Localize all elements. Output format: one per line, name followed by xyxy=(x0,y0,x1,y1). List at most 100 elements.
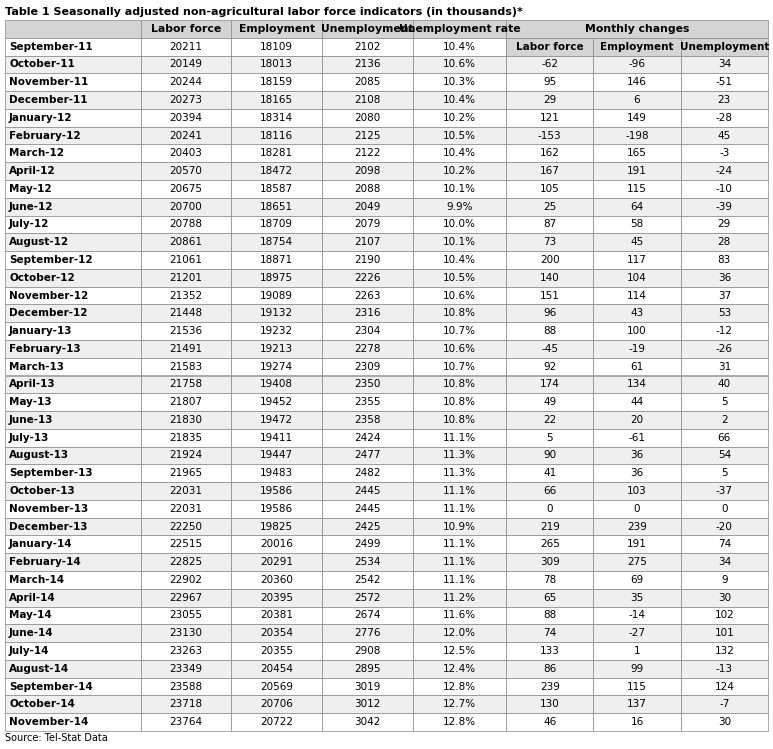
Bar xyxy=(413,20,506,37)
Text: 10.5%: 10.5% xyxy=(443,130,476,141)
Bar xyxy=(322,233,413,251)
Text: 2136: 2136 xyxy=(354,59,380,70)
Bar xyxy=(681,91,768,109)
Bar xyxy=(594,127,681,145)
Bar xyxy=(322,642,413,660)
Text: 2482: 2482 xyxy=(354,468,380,479)
Text: 309: 309 xyxy=(540,557,560,567)
Text: August-13: August-13 xyxy=(9,450,69,461)
Bar xyxy=(506,20,768,37)
Text: 10.1%: 10.1% xyxy=(443,184,476,194)
Bar xyxy=(413,127,506,145)
Text: Source: Tel-Stat Data: Source: Tel-Stat Data xyxy=(5,733,107,743)
Text: January-14: January-14 xyxy=(9,539,73,549)
Text: 10.1%: 10.1% xyxy=(443,237,476,247)
Text: February-14: February-14 xyxy=(9,557,80,567)
Text: 95: 95 xyxy=(543,77,557,87)
Text: 5: 5 xyxy=(721,468,727,479)
Bar xyxy=(681,163,768,180)
Bar xyxy=(506,446,594,464)
Text: 103: 103 xyxy=(627,486,647,496)
Text: 19586: 19586 xyxy=(261,486,293,496)
Text: 74: 74 xyxy=(717,539,731,549)
Bar xyxy=(594,625,681,642)
Bar xyxy=(506,269,594,287)
Text: 3012: 3012 xyxy=(354,700,380,709)
Bar xyxy=(5,322,141,340)
Bar xyxy=(681,554,768,571)
Bar xyxy=(141,446,231,464)
Text: 19274: 19274 xyxy=(261,362,293,372)
Text: August-12: August-12 xyxy=(9,237,69,247)
Bar xyxy=(506,127,594,145)
Text: 5: 5 xyxy=(721,397,727,407)
Text: 1: 1 xyxy=(634,646,640,656)
Text: 2085: 2085 xyxy=(354,77,380,87)
Bar xyxy=(681,696,768,713)
Bar xyxy=(594,446,681,464)
Text: June-13: June-13 xyxy=(9,415,53,425)
Bar xyxy=(141,642,231,660)
Text: 23588: 23588 xyxy=(169,682,203,691)
Text: November-13: November-13 xyxy=(9,504,88,514)
Bar xyxy=(5,20,141,37)
Bar xyxy=(681,518,768,536)
Text: October-13: October-13 xyxy=(9,486,75,496)
Bar xyxy=(141,411,231,429)
Bar xyxy=(5,464,141,482)
Text: 23: 23 xyxy=(717,95,731,105)
Text: 18871: 18871 xyxy=(261,255,293,265)
Text: 219: 219 xyxy=(540,521,560,532)
Bar xyxy=(141,554,231,571)
Text: 9.9%: 9.9% xyxy=(446,201,472,212)
Text: Unemployment: Unemployment xyxy=(679,42,769,52)
Bar xyxy=(141,482,231,500)
Text: 133: 133 xyxy=(540,646,560,656)
Text: 20016: 20016 xyxy=(261,539,293,549)
Bar xyxy=(413,571,506,589)
Bar xyxy=(506,713,594,731)
Bar xyxy=(506,660,594,678)
Bar xyxy=(594,322,681,340)
Bar xyxy=(594,536,681,554)
Text: 20861: 20861 xyxy=(169,237,203,247)
Bar xyxy=(231,20,322,37)
Bar xyxy=(681,446,768,464)
Text: 10.3%: 10.3% xyxy=(443,77,476,87)
Text: -62: -62 xyxy=(541,59,558,70)
Text: 10.6%: 10.6% xyxy=(443,344,476,354)
Text: January-13: January-13 xyxy=(9,326,73,336)
Bar xyxy=(413,393,506,411)
Text: 34: 34 xyxy=(717,557,731,567)
Text: 10.4%: 10.4% xyxy=(443,95,476,105)
Bar xyxy=(322,304,413,322)
Bar xyxy=(141,55,231,73)
Text: -13: -13 xyxy=(716,664,733,674)
Bar xyxy=(5,163,141,180)
Text: 20675: 20675 xyxy=(169,184,203,194)
Bar xyxy=(681,145,768,163)
Bar xyxy=(594,518,681,536)
Text: -20: -20 xyxy=(716,521,733,532)
Bar xyxy=(413,55,506,73)
Text: Employment: Employment xyxy=(601,42,674,52)
Bar xyxy=(322,20,413,37)
Text: 10.4%: 10.4% xyxy=(443,255,476,265)
Bar xyxy=(594,482,681,500)
Bar xyxy=(322,607,413,625)
Text: -14: -14 xyxy=(628,610,645,620)
Text: 18651: 18651 xyxy=(261,201,293,212)
Bar xyxy=(506,554,594,571)
Bar xyxy=(322,340,413,358)
Text: August-14: August-14 xyxy=(9,664,70,674)
Text: 36: 36 xyxy=(631,468,644,479)
Text: -24: -24 xyxy=(716,166,733,176)
Bar xyxy=(322,678,413,696)
Text: 239: 239 xyxy=(627,521,647,532)
Bar xyxy=(322,429,413,446)
Text: 45: 45 xyxy=(717,130,731,141)
Text: 54: 54 xyxy=(717,450,731,461)
Bar xyxy=(681,55,768,73)
Bar xyxy=(141,322,231,340)
Text: 18013: 18013 xyxy=(261,59,293,70)
